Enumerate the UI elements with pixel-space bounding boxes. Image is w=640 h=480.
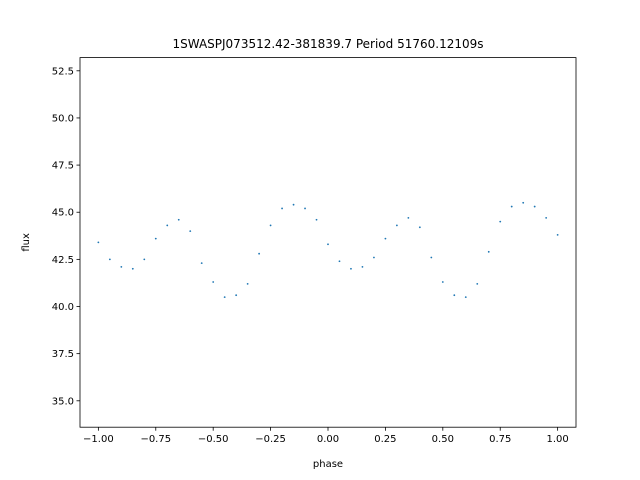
data-point <box>304 207 306 210</box>
data-point <box>177 218 180 221</box>
y-tick-label: 50.0 <box>52 113 74 124</box>
data-point <box>464 296 467 298</box>
data-point <box>430 256 433 259</box>
x-tick-label: −0.50 <box>198 434 229 445</box>
x-axis: −1.00 −0.75 −0.50 −0.25 0.00 0.25 0.50 0.75 1.00 <box>83 427 569 445</box>
data-point <box>120 266 123 268</box>
data-point <box>418 226 421 229</box>
data-point <box>533 205 536 208</box>
data-point <box>246 282 249 285</box>
data-point <box>108 258 111 261</box>
data-point <box>143 258 146 261</box>
y-tick-label: 52.5 <box>52 66 74 77</box>
y-tick-label: 42.5 <box>52 255 74 266</box>
y-axis: 35.0 37.5 40.0 42.5 45.0 47.5 50.0 52.5 <box>52 66 80 407</box>
data-point <box>350 267 352 270</box>
data-point <box>223 296 226 298</box>
data-point <box>235 294 238 297</box>
data-point <box>510 205 513 208</box>
data-point <box>476 282 479 285</box>
data-point <box>166 224 169 227</box>
y-tick-label: 40.0 <box>52 302 74 313</box>
x-tick-label: 0.75 <box>489 434 511 445</box>
x-tick-label: 1.00 <box>546 434 568 445</box>
plot-frame <box>79 57 577 428</box>
x-tick-label: −0.75 <box>140 434 171 445</box>
data-point <box>200 262 203 265</box>
data-point <box>441 281 444 283</box>
data-point <box>131 267 134 270</box>
y-tick-label: 35.0 <box>52 396 74 407</box>
data-point <box>212 281 215 283</box>
data-point <box>453 294 456 297</box>
data-point <box>361 266 364 268</box>
data-point <box>269 224 272 227</box>
chart-title: 1SWASPJ073512.42-381839.7 Period 51760.1… <box>172 37 483 51</box>
data-point <box>556 233 559 236</box>
x-tick-label: −1.00 <box>83 434 114 445</box>
data-point <box>499 220 502 223</box>
x-tick-label: 0.25 <box>374 434 396 445</box>
data-point <box>373 256 375 259</box>
data-point <box>281 207 283 210</box>
data-point <box>292 203 295 206</box>
y-axis-label: flux <box>21 233 32 252</box>
data-point <box>258 252 261 255</box>
x-tick-label: 0.00 <box>317 434 339 445</box>
x-axis-label: phase <box>313 459 343 470</box>
y-tick-label: 47.5 <box>52 161 74 172</box>
y-tick-label: 45.0 <box>52 208 74 219</box>
data-point <box>384 237 387 240</box>
data-point <box>407 216 410 219</box>
data-point <box>487 250 490 253</box>
data-point <box>522 201 525 204</box>
data-point <box>97 241 100 244</box>
data-point <box>395 224 398 227</box>
data-point <box>154 237 157 240</box>
scatter-points <box>97 201 559 298</box>
data-point <box>545 216 548 219</box>
data-point <box>315 218 318 221</box>
data-point <box>338 260 341 263</box>
data-point <box>189 230 192 232</box>
y-tick-label: 37.5 <box>52 349 74 360</box>
x-tick-label: −0.25 <box>255 434 286 445</box>
data-point <box>327 243 329 246</box>
x-tick-label: 0.50 <box>432 434 454 445</box>
